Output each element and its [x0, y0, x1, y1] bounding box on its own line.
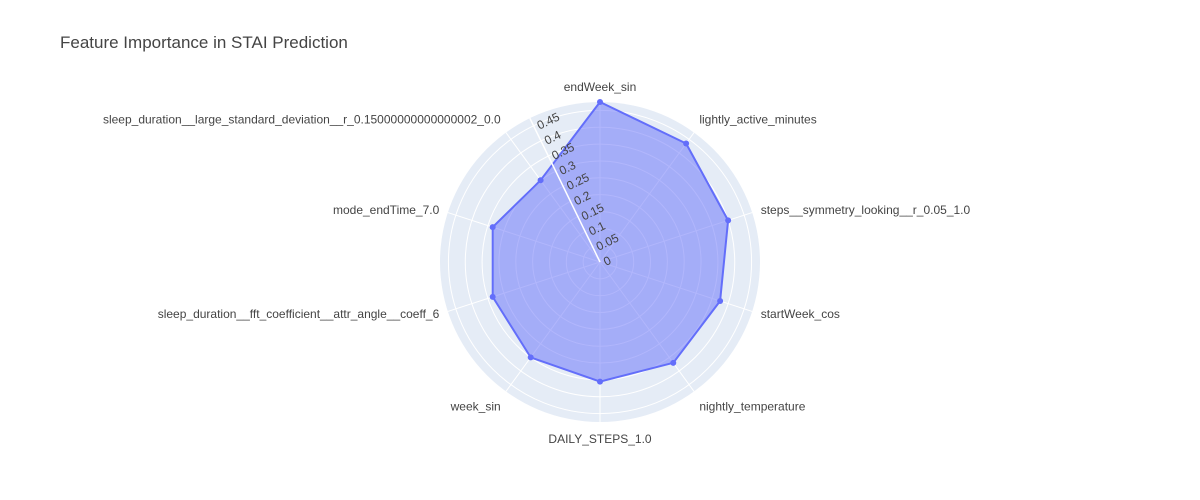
- category-label-0: endWeek_sin: [564, 80, 637, 94]
- category-label-4: nightly_temperature: [699, 400, 805, 414]
- data-point-9[interactable]: [538, 177, 544, 183]
- data-point-7[interactable]: [490, 294, 496, 300]
- data-point-4[interactable]: [670, 360, 676, 366]
- data-point-8[interactable]: [490, 224, 496, 230]
- data-point-2[interactable]: [725, 217, 731, 223]
- category-label-5: DAILY_STEPS_1.0: [548, 432, 651, 446]
- data-point-0[interactable]: [597, 99, 603, 105]
- category-label-6: week_sin: [450, 400, 501, 414]
- category-label-9: sleep_duration__large_standard_deviation…: [103, 112, 501, 126]
- category-label-7: sleep_duration__fft_coefficient__attr_an…: [158, 307, 440, 321]
- data-point-3[interactable]: [717, 298, 723, 304]
- category-label-3: startWeek_cos: [761, 307, 840, 321]
- data-point-6[interactable]: [528, 354, 534, 360]
- category-label-8: mode_endTime_7.0: [333, 203, 440, 217]
- data-point-5[interactable]: [597, 379, 603, 385]
- category-label-1: lightly_active_minutes: [699, 112, 816, 126]
- category-label-2: steps__symmetry_looking__r_0.05_1.0: [761, 203, 971, 217]
- data-point-1[interactable]: [683, 140, 689, 146]
